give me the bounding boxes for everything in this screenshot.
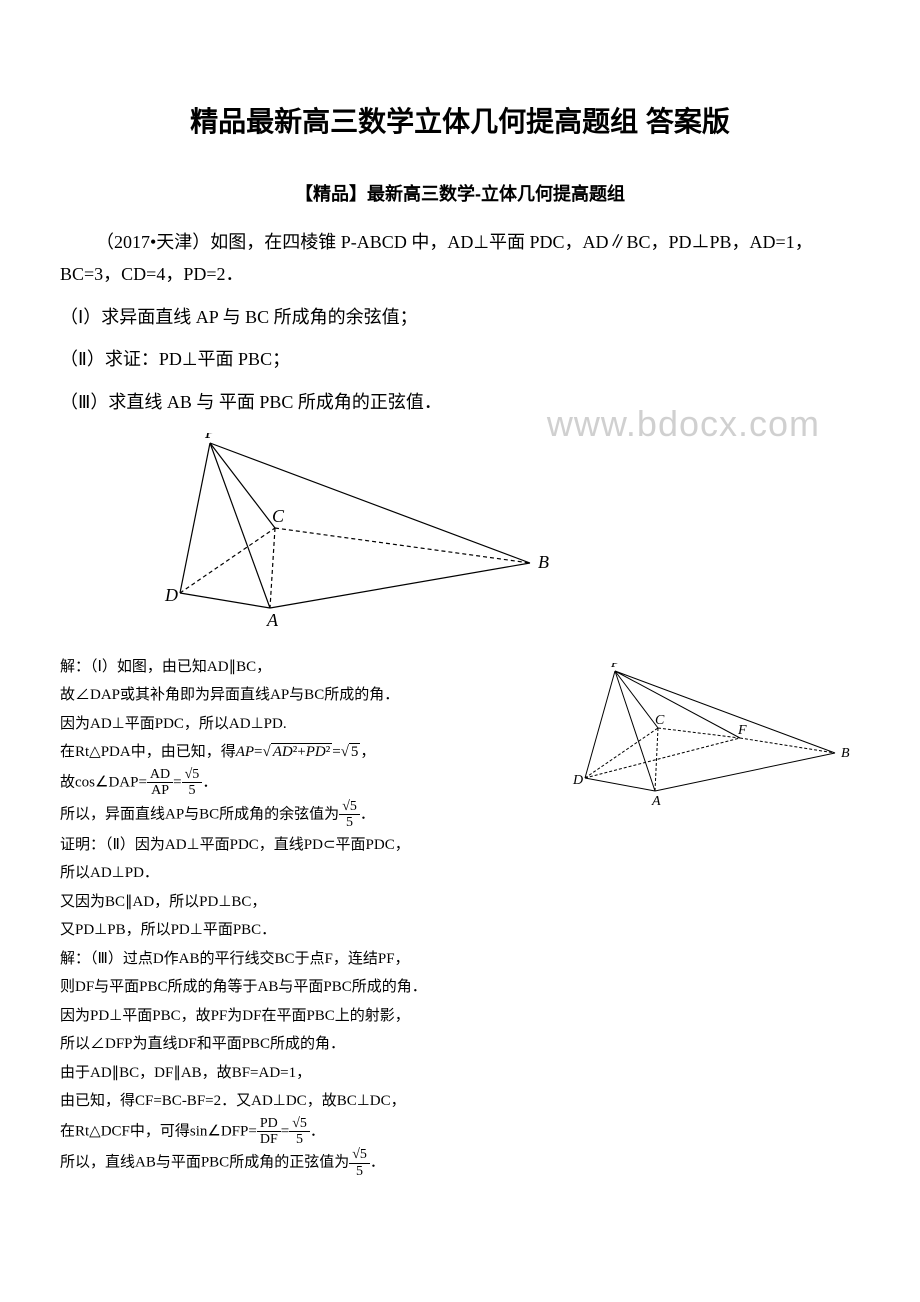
sol-l16: 由已知，得CF=BC-BF=2．又AD⊥DC，故BC⊥DC， xyxy=(60,1087,860,1116)
sol-l11: 解：（Ⅲ）过点D作AB的平行线交BC于点F，连结PF， xyxy=(60,945,860,974)
main-figure-block: PDACB www.bdocx.com xyxy=(60,433,860,638)
frac-sqrt5-5-d: √55 xyxy=(349,1147,370,1179)
small-figure: P D A C F B xyxy=(570,663,850,808)
solution-block: PDACFB 解：（Ⅰ）如图，由已知AD∥BC， 故∠DAP或其补角即为异面直线… xyxy=(60,653,860,1179)
sol-l6-pre: 所以，异面直线AP与BC所成角的余弦值为 xyxy=(60,806,339,822)
problem-q1: （Ⅰ）求异面直线 AP 与 BC 所成角的余弦值； xyxy=(60,301,860,333)
svg-text:P: P xyxy=(610,663,620,671)
svg-text:F: F xyxy=(737,723,747,738)
sol-l10: 又PD⊥PB，所以PD⊥平面PBC． xyxy=(60,916,860,945)
sol-l14: 所以∠DFP为直线DF和平面PBC所成的角． xyxy=(60,1030,860,1059)
sol-l18-pre: 所以，直线AB与平面PBC所成角的正弦值为 xyxy=(60,1155,349,1171)
sol-l7: 证明：（Ⅱ）因为AD⊥平面PDC，直线PD⊂平面PDC， xyxy=(60,831,860,860)
sol-l5-post: ． xyxy=(202,774,217,790)
sol-l17: 在Rt△DCF中，可得sin∠DFP=PDDF=√55． xyxy=(60,1116,860,1148)
sol-l17-pre: 在Rt△DCF中，可得sin∠DFP= xyxy=(60,1123,257,1139)
sol-l18-post: ． xyxy=(370,1155,385,1171)
svg-text:C: C xyxy=(655,713,665,728)
frac-pd-df: PDDF xyxy=(257,1116,281,1148)
sol-l9: 又因为BC∥AD，所以PD⊥BC， xyxy=(60,888,860,917)
problem-stem: （2017•天津）如图，在四棱锥 P-ABCD 中，AD⊥平面 PDC，AD∥B… xyxy=(60,226,860,291)
frac-sqrt5-5-c: √55 xyxy=(289,1116,310,1148)
frac-ad-ap: ADAP xyxy=(147,767,173,799)
sol-l17-post: ． xyxy=(310,1123,325,1139)
sol-l8: 所以AD⊥PD． xyxy=(60,859,860,888)
subtitle: 【精品】最新高三数学-立体几何提高题组 xyxy=(60,180,860,206)
main-figure: P D A C B xyxy=(160,433,560,633)
svg-text:D: D xyxy=(164,585,178,605)
sol-l5-pre: 故cos∠DAP= xyxy=(60,774,147,790)
svg-text:A: A xyxy=(266,610,279,630)
sol-l6-post: ． xyxy=(360,806,375,822)
sol-l13: 因为PD⊥平面PBC，故PF为DF在平面PBC上的射影， xyxy=(60,1002,860,1031)
svg-text:P: P xyxy=(204,433,216,442)
svg-text:A: A xyxy=(651,794,661,808)
svg-text:C: C xyxy=(272,506,285,526)
sol-l15: 由于AD∥BC，DF∥AB，故BF=AD=1， xyxy=(60,1059,860,1088)
sol-l12: 则DF与平面PBC所成的角等于AB与平面PBC所成的角． xyxy=(60,973,860,1002)
svg-text:B: B xyxy=(841,746,850,761)
small-figure-block: P D A C F B xyxy=(570,663,850,813)
frac-sqrt5-5-b: √55 xyxy=(339,799,360,831)
problem-q2: （Ⅱ）求证：PD⊥平面 PBC； xyxy=(60,343,860,375)
problem-q3: （Ⅲ）求直线 AB 与 平面 PBC 所成角的正弦值． xyxy=(60,386,860,418)
sol-l18: 所以，直线AB与平面PBC所成角的正弦值为√55． xyxy=(60,1147,860,1179)
frac-sqrt5-5-a: √55 xyxy=(182,767,203,799)
sol-l4-post: ， xyxy=(360,744,375,760)
svg-text:B: B xyxy=(538,552,549,572)
page-title: 精品最新高三数学立体几何提高题组 答案版 xyxy=(60,100,860,140)
svg-text:D: D xyxy=(572,773,583,788)
sol-l4-pre: 在Rt△PDA中，由已知，得 xyxy=(60,744,236,760)
